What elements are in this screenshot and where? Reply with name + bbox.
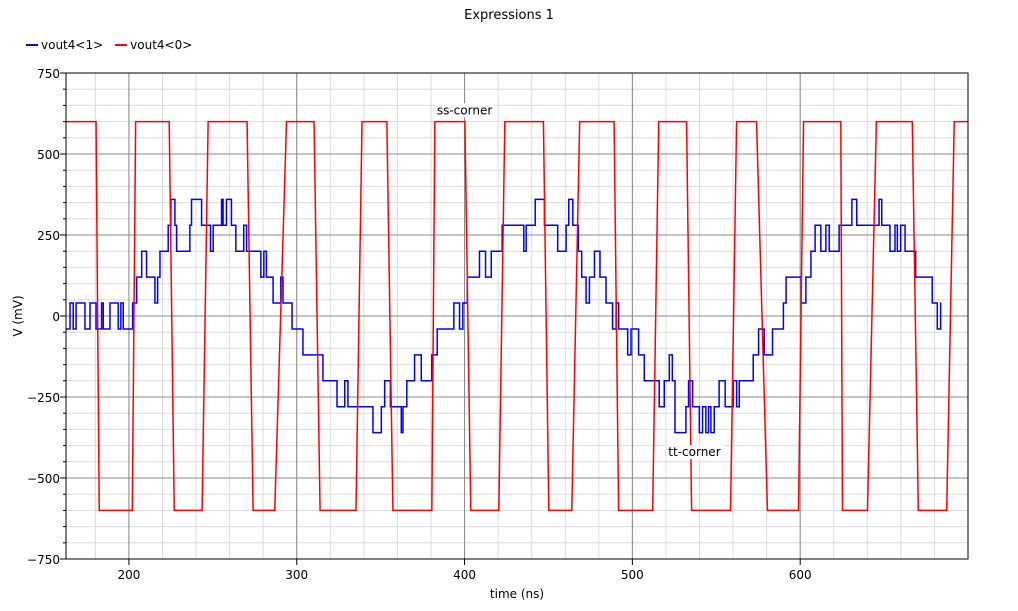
y-tick-label: 500 — [37, 148, 60, 162]
y-tick-label: 0 — [52, 310, 60, 324]
legend-swatch-blue — [26, 44, 38, 46]
legend-label: vout4<1> — [41, 38, 104, 52]
plot-frame — [65, 72, 969, 560]
legend-label: vout4<0> — [130, 38, 193, 52]
x-tick-label: 400 — [453, 568, 476, 582]
x-tick-label: 500 — [621, 568, 644, 582]
chart-title: Expressions 1 — [464, 8, 554, 23]
legend-item-vout4-1[interactable]: vout4<1> — [26, 38, 103, 52]
y-tick-label: 750 — [37, 67, 60, 81]
annotation-ss-corner: ss-corner — [437, 103, 492, 117]
annotation-background — [666, 445, 723, 460]
annotation-tt-corner: tt-corner — [668, 445, 720, 459]
y-axis-label: V (mV) — [11, 295, 25, 336]
legend: vout4<1> vout4<0> — [26, 38, 192, 52]
y-tick-label: −750 — [27, 553, 60, 567]
x-axis-label: time (ns) — [490, 587, 544, 601]
y-tick-label: −500 — [27, 472, 60, 486]
series-line-vout4-0 — [66, 120, 968, 512]
y-tick-label: −250 — [27, 391, 60, 405]
x-tick-label: 300 — [285, 568, 308, 582]
annotation-background — [434, 103, 495, 118]
x-tick-label: 200 — [117, 568, 140, 582]
x-tick-label: 600 — [789, 568, 812, 582]
series-line-vout4-1 — [66, 198, 942, 434]
legend-swatch-red — [115, 44, 128, 46]
legend-item-vout4-0[interactable]: vout4<0> — [115, 38, 192, 52]
y-tick-label: 250 — [37, 229, 60, 243]
